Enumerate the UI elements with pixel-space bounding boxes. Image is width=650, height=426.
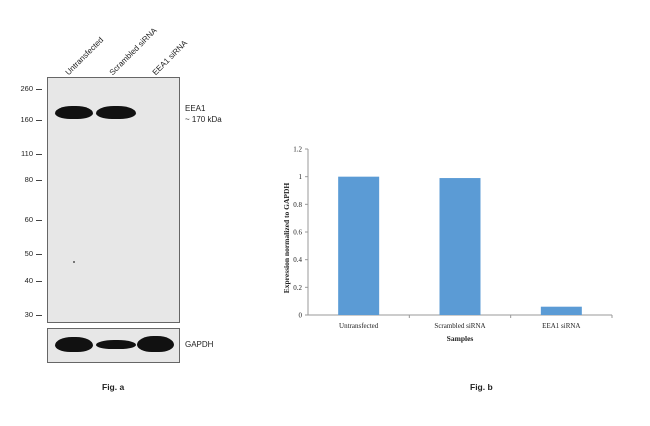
y-tick-label: 0.2 [293,284,302,292]
bar-0 [338,176,380,315]
gapdh-band-lane2 [96,340,136,349]
eea1-blot-panel [47,77,180,323]
mw-marker-260: 260 [20,84,33,93]
mw-marker-80: 80 [24,175,33,184]
mw-tick [36,220,42,221]
gapdh-blot-panel [47,328,180,363]
x-axis-title: Samples [447,334,474,343]
gapdh-band-lane1 [55,337,93,352]
chart-labels: 0 0.2 0.4 0.6 0.8 1 1.2 Untransfected Scrambled … [282,146,580,344]
mw-marker-160: 160 [20,115,33,124]
mw-marker-40: 40 [24,276,33,285]
chart-bars [338,176,582,315]
mw-tick [36,89,42,90]
y-tick-label: 1 [299,173,303,181]
blot-speck [73,261,75,263]
mw-tick [36,281,42,282]
y-tick-label: 0.6 [293,229,302,237]
mw-tick [36,120,42,121]
mw-marker-60: 60 [24,215,33,224]
eea1-size-label: ~ 170 kDa [185,115,222,124]
bar-1 [439,178,481,315]
mw-marker-50: 50 [24,249,33,258]
eea1-band-lane1 [55,106,93,119]
fig-a-caption: Fig. a [102,382,125,392]
x-tick-label: Scrambled siRNA [434,322,485,330]
eea1-band-lane2 [96,106,136,119]
mw-marker-110: 110 [21,149,33,158]
gapdh-band-lane3 [137,336,174,352]
y-tick-label: 0.8 [293,201,302,209]
mw-tick [36,254,42,255]
mw-tick [36,154,42,155]
gapdh-label: GAPDH [185,340,214,349]
eea1-target-label: EEA1 [185,104,206,113]
x-tick-label: EEA1 siRNA [542,322,580,330]
y-axis-title: Expression normalized to GAPDH [282,183,291,294]
x-tick-label: Untransfected [339,322,379,330]
y-tick-label: 0 [299,312,303,320]
bar-2 [540,306,582,315]
y-tick-label: 1.2 [293,146,302,154]
mw-marker-30: 30 [24,310,33,319]
fig-b-caption: Fig. b [470,382,493,392]
mw-tick [36,180,42,181]
y-tick-label: 0.4 [293,256,302,264]
mw-tick [36,315,42,316]
